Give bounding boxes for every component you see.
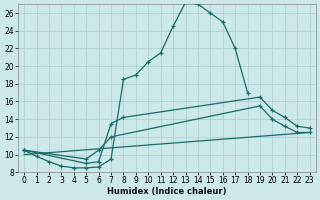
X-axis label: Humidex (Indice chaleur): Humidex (Indice chaleur) — [107, 187, 227, 196]
